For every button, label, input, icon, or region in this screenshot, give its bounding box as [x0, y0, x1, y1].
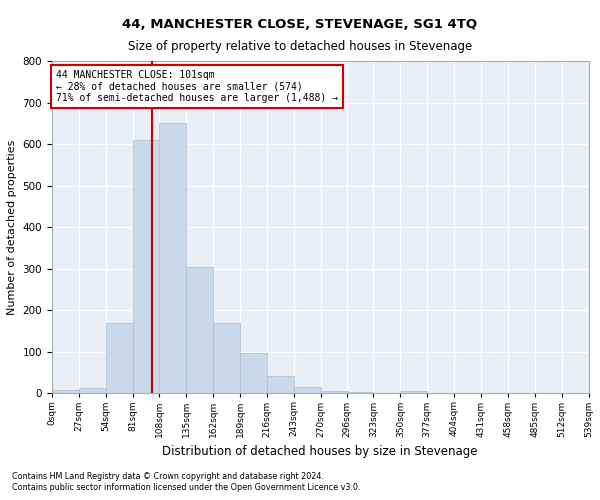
- Bar: [267, 376, 294, 394]
- Bar: [213, 323, 240, 394]
- Bar: [347, 392, 373, 394]
- Text: Contains HM Land Registry data © Crown copyright and database right 2024.: Contains HM Land Registry data © Crown c…: [12, 472, 324, 481]
- Bar: [79, 388, 106, 394]
- Text: 44, MANCHESTER CLOSE, STEVENAGE, SG1 4TQ: 44, MANCHESTER CLOSE, STEVENAGE, SG1 4TQ: [122, 18, 478, 30]
- Text: 44 MANCHESTER CLOSE: 101sqm
← 28% of detached houses are smaller (574)
71% of se: 44 MANCHESTER CLOSE: 101sqm ← 28% of det…: [56, 70, 338, 103]
- Bar: [52, 390, 79, 394]
- Text: Contains public sector information licensed under the Open Government Licence v3: Contains public sector information licen…: [12, 484, 361, 492]
- Y-axis label: Number of detached properties: Number of detached properties: [7, 140, 17, 315]
- Bar: [400, 392, 427, 394]
- Bar: [320, 392, 347, 394]
- X-axis label: Distribution of detached houses by size in Stevenage: Distribution of detached houses by size …: [163, 445, 478, 458]
- Bar: [106, 323, 133, 394]
- Bar: [186, 266, 213, 394]
- Bar: [133, 140, 160, 394]
- Bar: [160, 124, 186, 394]
- Text: Size of property relative to detached houses in Stevenage: Size of property relative to detached ho…: [128, 40, 472, 53]
- Bar: [294, 387, 320, 394]
- Bar: [240, 353, 267, 394]
